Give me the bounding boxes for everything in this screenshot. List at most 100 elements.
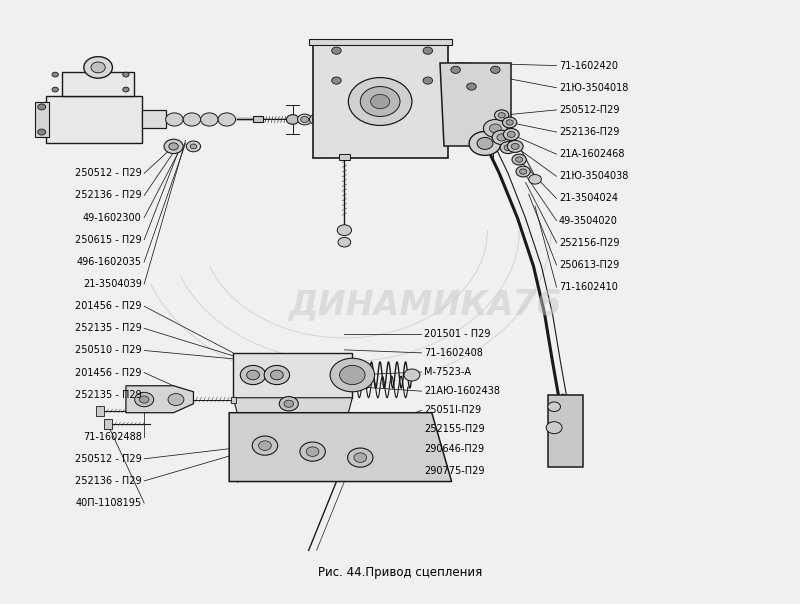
Circle shape bbox=[507, 132, 515, 138]
Polygon shape bbox=[62, 72, 134, 95]
Circle shape bbox=[506, 120, 514, 125]
Text: 252135 - П29: 252135 - П29 bbox=[75, 390, 142, 400]
Text: 250510 - П29: 250510 - П29 bbox=[75, 345, 142, 356]
Text: 252135 - П29: 252135 - П29 bbox=[75, 323, 142, 333]
Circle shape bbox=[38, 104, 46, 110]
Text: 252136 - П29: 252136 - П29 bbox=[75, 190, 142, 201]
Circle shape bbox=[122, 87, 129, 92]
Text: 496-1602035: 496-1602035 bbox=[77, 257, 142, 267]
Circle shape bbox=[360, 86, 400, 117]
Text: 250615 - П29: 250615 - П29 bbox=[75, 235, 142, 245]
Polygon shape bbox=[104, 419, 113, 429]
Polygon shape bbox=[34, 101, 49, 138]
Circle shape bbox=[507, 140, 523, 152]
Text: 250512-П29: 250512-П29 bbox=[559, 105, 619, 115]
Circle shape bbox=[322, 115, 335, 124]
Polygon shape bbox=[142, 111, 166, 129]
Circle shape bbox=[169, 143, 178, 150]
Text: 21А-1602468: 21А-1602468 bbox=[559, 149, 624, 159]
Circle shape bbox=[183, 113, 201, 126]
Circle shape bbox=[279, 397, 298, 411]
Circle shape bbox=[298, 114, 312, 125]
Circle shape bbox=[370, 94, 390, 109]
Circle shape bbox=[492, 130, 511, 144]
Circle shape bbox=[423, 77, 433, 84]
Text: 21Ю-3504018: 21Ю-3504018 bbox=[559, 83, 628, 93]
Circle shape bbox=[164, 140, 183, 153]
Circle shape bbox=[338, 237, 350, 247]
Text: 76: 76 bbox=[511, 288, 562, 322]
Circle shape bbox=[52, 72, 58, 77]
Circle shape bbox=[201, 113, 218, 126]
Circle shape bbox=[498, 112, 506, 118]
Text: 40П-1108195: 40П-1108195 bbox=[76, 498, 142, 508]
Circle shape bbox=[270, 370, 283, 380]
Text: 252156-П29: 252156-П29 bbox=[559, 238, 619, 248]
Circle shape bbox=[330, 358, 374, 392]
Polygon shape bbox=[230, 397, 235, 402]
Circle shape bbox=[519, 169, 526, 174]
Text: 252136-П29: 252136-П29 bbox=[559, 127, 619, 137]
Text: 21-3504024: 21-3504024 bbox=[559, 193, 618, 204]
Circle shape bbox=[497, 134, 506, 141]
Circle shape bbox=[529, 175, 542, 184]
Text: 290775-П29: 290775-П29 bbox=[424, 466, 484, 476]
Text: 201501 - П29: 201501 - П29 bbox=[424, 329, 490, 339]
Text: 21АЮ-1602438: 21АЮ-1602438 bbox=[424, 386, 500, 396]
Circle shape bbox=[502, 117, 517, 128]
Circle shape bbox=[264, 365, 290, 385]
Polygon shape bbox=[253, 117, 263, 123]
Polygon shape bbox=[339, 153, 350, 159]
Polygon shape bbox=[440, 63, 511, 146]
Circle shape bbox=[466, 83, 476, 90]
Circle shape bbox=[348, 77, 412, 126]
Polygon shape bbox=[233, 398, 352, 413]
Text: 250613-П29: 250613-П29 bbox=[559, 260, 619, 270]
Circle shape bbox=[354, 453, 366, 463]
Circle shape bbox=[284, 400, 294, 407]
Circle shape bbox=[332, 77, 342, 84]
Circle shape bbox=[548, 402, 561, 411]
Circle shape bbox=[313, 117, 321, 123]
Circle shape bbox=[301, 117, 309, 123]
Circle shape bbox=[340, 365, 365, 385]
Circle shape bbox=[218, 113, 235, 126]
Circle shape bbox=[512, 154, 526, 165]
Circle shape bbox=[516, 166, 530, 177]
Circle shape bbox=[503, 129, 519, 140]
Circle shape bbox=[186, 141, 201, 152]
Text: 71-1602420: 71-1602420 bbox=[559, 60, 618, 71]
Circle shape bbox=[286, 115, 299, 124]
Circle shape bbox=[300, 442, 326, 461]
Text: 49-1602300: 49-1602300 bbox=[83, 213, 142, 223]
Text: 71-1602410: 71-1602410 bbox=[559, 282, 618, 292]
Circle shape bbox=[504, 144, 512, 150]
Circle shape bbox=[511, 143, 519, 149]
Text: 21-3504039: 21-3504039 bbox=[83, 279, 142, 289]
Text: М-7523-А: М-7523-А bbox=[424, 367, 471, 377]
Text: 250512 - П29: 250512 - П29 bbox=[75, 454, 142, 464]
Text: 49-3504020: 49-3504020 bbox=[559, 216, 618, 226]
Circle shape bbox=[122, 72, 129, 77]
Polygon shape bbox=[313, 42, 448, 158]
Circle shape bbox=[490, 66, 500, 74]
Polygon shape bbox=[548, 395, 582, 466]
Text: ДИНАМИКА: ДИНАМИКА bbox=[289, 289, 514, 321]
Text: Рис. 44.Привод сцепления: Рис. 44.Привод сцепления bbox=[318, 566, 482, 579]
Text: 250512 - П29: 250512 - П29 bbox=[75, 169, 142, 178]
Circle shape bbox=[166, 113, 183, 126]
Circle shape bbox=[347, 448, 373, 467]
Circle shape bbox=[338, 225, 351, 236]
Polygon shape bbox=[233, 353, 352, 398]
Text: 71-1602488: 71-1602488 bbox=[83, 432, 142, 442]
Circle shape bbox=[240, 365, 266, 385]
Circle shape bbox=[423, 47, 433, 54]
Circle shape bbox=[546, 422, 562, 434]
Text: 201456 - П29: 201456 - П29 bbox=[75, 368, 142, 378]
Circle shape bbox=[469, 132, 501, 155]
Text: 71-1602408: 71-1602408 bbox=[424, 348, 482, 358]
Circle shape bbox=[91, 62, 106, 73]
Polygon shape bbox=[309, 39, 452, 45]
Text: 252155-П29: 252155-П29 bbox=[424, 425, 485, 434]
Circle shape bbox=[515, 157, 522, 162]
